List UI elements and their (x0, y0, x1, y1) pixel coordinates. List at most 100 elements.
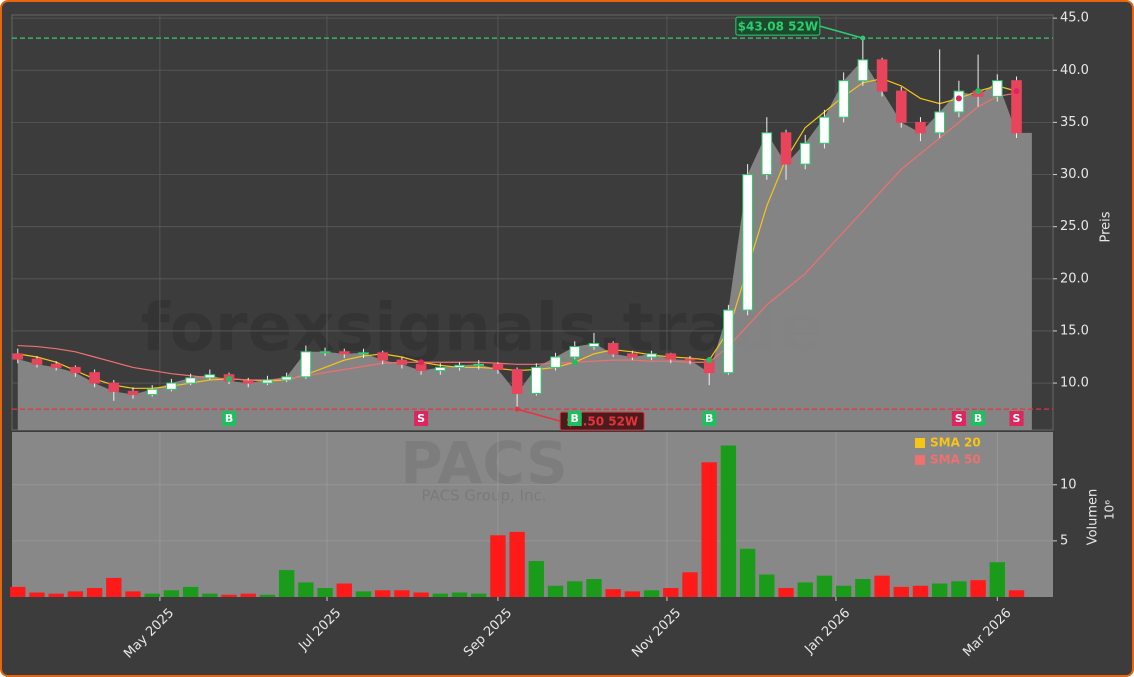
volume-bar (816, 575, 833, 597)
volume-bar (106, 577, 122, 597)
volume-bar (182, 586, 199, 597)
annotation-arrow (819, 25, 864, 39)
candle-body (742, 174, 753, 311)
candle-body (204, 374, 216, 379)
volume-bar (125, 591, 141, 597)
x-tick-label: Jan 2026 (801, 606, 853, 658)
candle-body (146, 388, 158, 396)
signal-dot (418, 359, 425, 366)
volume-bar (259, 594, 276, 597)
y-tick-label: 45.0 (1060, 11, 1089, 26)
candle-body (876, 59, 888, 92)
volume-bar (240, 593, 256, 597)
volume-bar (471, 593, 487, 597)
volume-bar (144, 593, 160, 597)
volume-bar (989, 562, 1005, 597)
volume-bar (643, 590, 660, 597)
candle-body (358, 352, 369, 355)
volume-bar (509, 531, 525, 597)
volume-bar (317, 588, 333, 597)
signal-marker (971, 411, 986, 426)
signal-marker (414, 411, 429, 426)
y-tick-label: 10 (1060, 477, 1077, 492)
y-tick-label: 30.0 (1060, 167, 1089, 182)
candle-body (242, 380, 254, 384)
candle-body (127, 390, 139, 396)
volume-bar (413, 592, 429, 597)
candle-body (396, 359, 408, 365)
legend-label: SMA 50 (930, 453, 981, 467)
volume-bar (394, 590, 410, 597)
volume-bar (528, 561, 545, 597)
volume-bar (86, 588, 103, 597)
candle-body (934, 111, 945, 134)
x-tick-label: May 2025 (121, 606, 177, 662)
y-tick-label: 20.0 (1060, 271, 1089, 286)
signal-label: S (955, 412, 963, 425)
signal-label: B (705, 412, 713, 425)
candle-body (377, 352, 388, 361)
volume-bar (951, 581, 967, 597)
candle-body (799, 142, 811, 165)
candle-body (12, 353, 24, 360)
volume-bar (355, 591, 372, 597)
volume-bar (912, 585, 929, 597)
candle-body (531, 366, 542, 395)
volume-bar (48, 593, 64, 597)
signal-dot (975, 88, 982, 95)
signal-marker (951, 411, 966, 426)
volume-bar (10, 586, 26, 597)
legend-label: SMA 20 (930, 436, 981, 450)
signal-dot (955, 95, 962, 102)
volume-bar (451, 592, 468, 597)
ticker-watermark: PACS (400, 429, 568, 497)
signal-marker (567, 411, 582, 426)
price-area (17, 59, 1032, 431)
sma-line (17, 92, 1017, 381)
volume-bar (202, 593, 218, 597)
volume-bar (778, 588, 794, 597)
candle-body (665, 353, 677, 360)
candle-body (1011, 80, 1022, 134)
volume-bar (490, 535, 506, 597)
volume-bar (278, 570, 295, 597)
candle-body (819, 116, 830, 144)
candle-body (89, 372, 100, 384)
volume-bar (720, 445, 737, 597)
volume-bar (1008, 590, 1025, 597)
y-tick-label: 5 (1060, 533, 1068, 548)
volume-bar (701, 462, 717, 597)
candle-body (262, 379, 273, 384)
signal-label: S (1013, 412, 1021, 425)
x-tick-label: Sep 2025 (461, 606, 515, 660)
signal-dot (226, 375, 233, 382)
volume-bar (759, 574, 775, 597)
signal-label: B (225, 412, 233, 425)
volume-bar (586, 579, 602, 597)
candle-body (780, 132, 792, 165)
x-tick-label: Mar 2026 (960, 606, 1014, 660)
candle-body (70, 366, 81, 374)
volume-bar (375, 590, 391, 597)
volume-bar (855, 579, 871, 597)
candle-body (454, 364, 465, 368)
candle-body (415, 363, 427, 372)
y-tick-label: 25.0 (1060, 219, 1089, 234)
volume-bar (682, 572, 698, 597)
volume-unit: 10⁶ (1103, 500, 1117, 520)
candle-body (166, 382, 177, 390)
volume-bar (835, 585, 852, 597)
candle-body (569, 346, 581, 358)
volume-bar (970, 580, 986, 597)
signal-marker (702, 411, 717, 426)
signal-marker (222, 411, 237, 426)
y-tick-label: 35.0 (1060, 115, 1089, 130)
candle-body (915, 121, 926, 134)
x-tick-label: Jul 2025 (296, 606, 345, 655)
volume-bar (567, 581, 583, 597)
candle-body (185, 377, 196, 384)
candle-body (435, 366, 446, 372)
candle-body (991, 80, 1003, 97)
